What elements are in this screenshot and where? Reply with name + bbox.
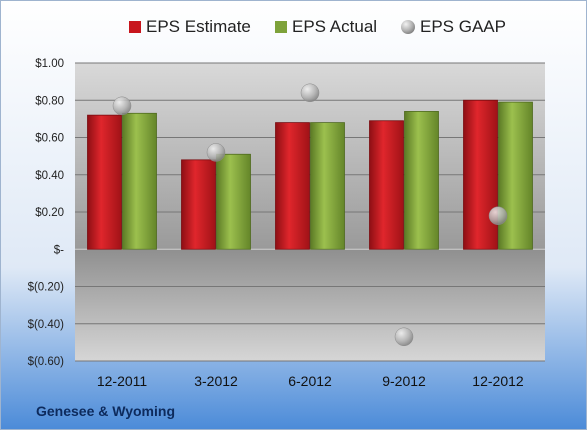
bar-eps-actual [216,153,251,250]
bar-eps-actual [404,111,439,250]
y-axis: $1.00 $0.80 $0.60 $0.40 $0.20 $- $(0.20) $(0.40… [28,58,65,368]
legend-label-actual: EPS Actual [292,17,377,36]
legend-swatch-estimate [129,21,141,33]
marker-eps-gaap [300,83,320,103]
y-tick-label: $(0.40) [28,319,65,331]
bar-eps-estimate [181,159,216,250]
y-tick-label: $(0.60) [28,356,65,368]
x-tick-label: 6-2012 [288,373,332,389]
bar-eps-estimate [369,120,404,250]
marker-eps-gaap [112,96,132,116]
bar-eps-estimate [87,114,122,250]
legend-label-estimate: EPS Estimate [146,17,251,36]
x-axis: 12-2011 3-2012 6-2012 9-2012 12-2012 [97,373,524,389]
y-tick-label: $0.40 [35,170,64,182]
x-tick-label: 12-2011 [97,373,148,389]
x-tick-label: 12-2012 [472,373,524,389]
bar-eps-estimate [463,99,498,250]
company-name: Genesee & Wyoming [36,403,176,419]
marker-eps-gaap [206,143,226,162]
x-tick-label: 9-2012 [382,373,426,389]
legend: EPS Estimate EPS Actual EPS GAAP [129,17,506,36]
marker-eps-gaap [394,327,414,347]
plot-area-negative [75,249,545,361]
bar-eps-actual [498,101,533,250]
marker-eps-gaap [488,206,508,225]
bars [87,99,533,250]
y-tick-label: $0.60 [35,133,64,145]
y-tick-label: $0.80 [35,95,64,107]
legend-swatch-actual [275,21,287,33]
y-tick-label: $0.20 [35,207,64,219]
bar-eps-actual [122,112,157,250]
y-tick-label: $1.00 [35,58,64,70]
y-tick-label: $- [54,244,64,256]
bar-eps-actual [310,122,345,250]
x-tick-label: 3-2012 [194,373,238,389]
gaap-markers [112,83,508,347]
legend-label-gaap: EPS GAAP [420,17,506,36]
y-tick-label: $(0.20) [28,282,65,294]
bar-eps-estimate [275,122,310,250]
legend-swatch-gaap [401,20,415,34]
